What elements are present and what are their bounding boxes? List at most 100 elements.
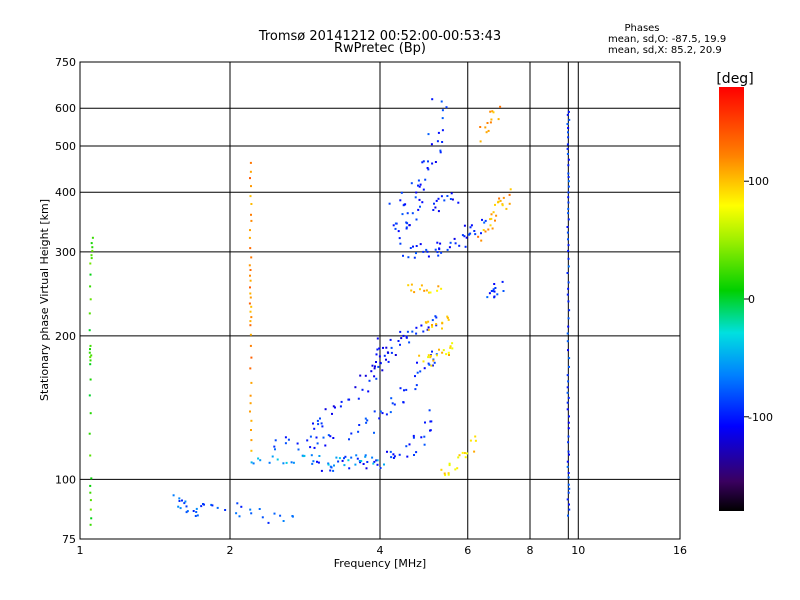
data-point (407, 284, 410, 287)
data-point (436, 241, 439, 244)
data-point (356, 457, 359, 460)
data-point (297, 448, 300, 451)
data-point (268, 461, 271, 464)
data-point (436, 251, 439, 254)
data-point (430, 143, 433, 146)
data-point (413, 291, 416, 294)
data-point (567, 472, 570, 474)
y-tick-label: 200 (55, 330, 76, 343)
data-point (421, 201, 424, 204)
data-point (419, 205, 421, 208)
data-point (178, 500, 181, 502)
data-point (383, 463, 385, 466)
data-point (566, 340, 569, 343)
data-point (250, 213, 252, 216)
data-point (90, 242, 93, 245)
data-point (416, 361, 418, 364)
data-point (491, 227, 494, 230)
data-point (287, 438, 290, 441)
data-point (324, 408, 327, 411)
data-point (417, 208, 420, 211)
data-point (90, 257, 93, 260)
data-point (407, 256, 410, 259)
data-point (224, 509, 227, 511)
data-point (417, 184, 419, 187)
data-point (448, 464, 451, 467)
data-point (566, 153, 569, 155)
data-point (339, 405, 342, 408)
data-point (359, 374, 362, 377)
data-point (567, 421, 570, 424)
data-point (567, 300, 570, 303)
x-tick-label: 2 (227, 544, 234, 557)
y-axis-label: Stationary phase Virtual Height [km] (38, 199, 51, 401)
data-point (390, 351, 393, 354)
data-point (427, 362, 430, 365)
data-point (463, 235, 466, 238)
data-point (490, 118, 493, 121)
data-point (315, 436, 318, 439)
data-point (320, 422, 323, 425)
data-point (441, 327, 443, 330)
data-point (88, 351, 91, 354)
data-point (430, 354, 432, 357)
data-point (90, 354, 93, 357)
data-point (279, 514, 282, 517)
data-point (458, 244, 461, 247)
data-point (348, 467, 351, 470)
data-point (284, 442, 287, 445)
data-point (412, 434, 415, 437)
data-point (433, 361, 436, 364)
data-point (479, 126, 482, 128)
data-point (89, 523, 92, 526)
data-point (379, 410, 382, 413)
x-tick-label: 8 (527, 544, 534, 557)
data-point (437, 254, 440, 257)
data-point (502, 290, 505, 292)
data-point (567, 427, 570, 430)
data-point (567, 441, 570, 444)
colorbar-ticks: 100 0 -100 (744, 175, 773, 424)
data-point (376, 348, 379, 351)
data-point (496, 293, 499, 296)
data-point (316, 460, 318, 463)
data-point (486, 296, 489, 299)
data-point (365, 421, 368, 424)
data-point (443, 199, 446, 202)
data-point (446, 248, 449, 251)
data-point (317, 461, 320, 464)
data-point (89, 344, 92, 347)
data-point (567, 281, 570, 284)
data-point (402, 254, 404, 257)
data-point (412, 436, 415, 439)
data-point (465, 236, 468, 239)
data-point (373, 460, 376, 463)
data-point (451, 347, 454, 350)
data-point (438, 248, 441, 251)
data-point (403, 389, 405, 392)
data-point (469, 439, 472, 442)
data-point (426, 167, 429, 169)
data-point (568, 508, 571, 511)
data-point (250, 512, 253, 515)
x-tick-label: 10 (571, 544, 585, 557)
data-point (375, 353, 378, 356)
data-point (479, 140, 482, 143)
data-point (568, 415, 570, 418)
data-point (414, 388, 417, 391)
data-point (437, 285, 440, 288)
colorbar-tick-label: 100 (748, 175, 769, 188)
data-point (440, 287, 443, 290)
data-point (568, 503, 570, 506)
data-point (448, 246, 451, 249)
data-point (91, 236, 94, 239)
data-point (235, 512, 238, 515)
data-point (441, 109, 444, 112)
data-point (329, 469, 332, 472)
x-tick-label: 4 (377, 544, 384, 557)
data-point (89, 378, 92, 381)
data-point (428, 291, 430, 294)
data-point (399, 242, 402, 245)
data-point (432, 209, 435, 211)
data-point (400, 337, 403, 340)
